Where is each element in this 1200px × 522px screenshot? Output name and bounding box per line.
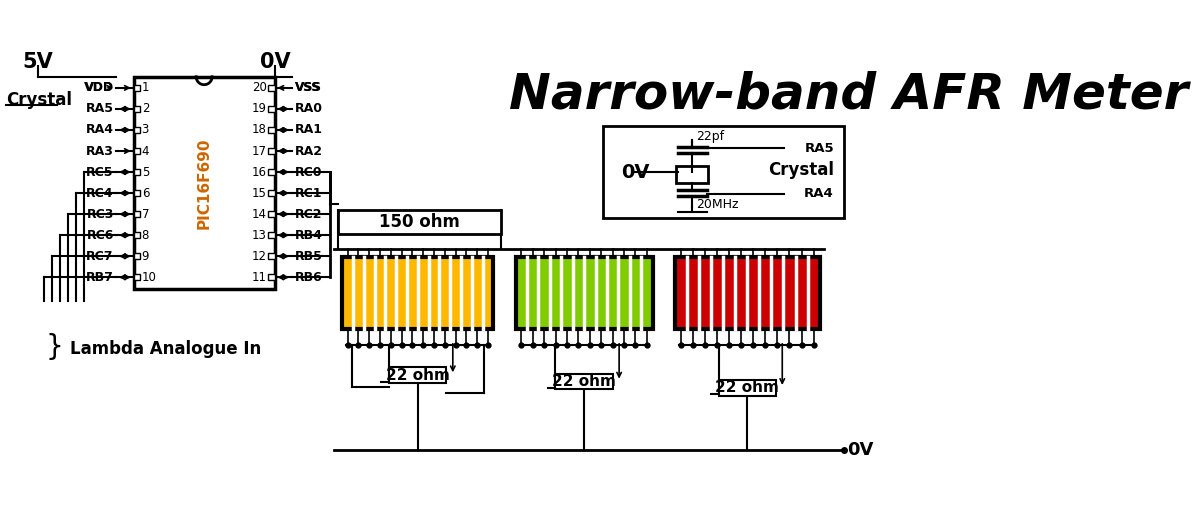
- Text: 11: 11: [252, 271, 266, 284]
- Text: 20MHz: 20MHz: [696, 197, 739, 210]
- Text: 22 ohm: 22 ohm: [552, 374, 616, 389]
- Bar: [133, 190, 140, 196]
- Text: VDD: VDD: [85, 81, 114, 94]
- Bar: [268, 211, 275, 217]
- Text: 0V: 0V: [260, 52, 290, 73]
- Bar: [342, 257, 493, 329]
- Text: RB4: RB4: [294, 229, 323, 242]
- Text: 18: 18: [252, 124, 266, 136]
- Bar: [674, 257, 820, 329]
- Bar: [133, 232, 140, 239]
- Text: 5: 5: [142, 165, 149, 179]
- Bar: [338, 210, 502, 233]
- Bar: [268, 253, 275, 259]
- Text: 22 ohm: 22 ohm: [386, 367, 450, 383]
- Text: RC6: RC6: [86, 229, 114, 242]
- Text: Lambda Analogue In: Lambda Analogue In: [70, 340, 262, 358]
- Text: RA0: RA0: [294, 102, 323, 115]
- Text: 0V: 0V: [620, 163, 649, 182]
- Text: RC0: RC0: [294, 165, 322, 179]
- Text: 12: 12: [252, 250, 266, 263]
- Text: 150 ohm: 150 ohm: [379, 212, 461, 231]
- Text: 0V: 0V: [847, 441, 874, 459]
- Text: RA4: RA4: [804, 187, 834, 200]
- Text: 17: 17: [252, 145, 266, 158]
- Text: RA2: RA2: [294, 145, 323, 158]
- Text: 14: 14: [252, 208, 266, 221]
- Bar: [133, 85, 140, 91]
- Text: VSS: VSS: [294, 81, 322, 94]
- Text: VDD: VDD: [84, 81, 114, 94]
- Bar: [389, 367, 446, 383]
- Text: RB7: RB7: [86, 271, 114, 284]
- Text: 22 ohm: 22 ohm: [715, 381, 779, 395]
- Bar: [719, 380, 776, 396]
- Bar: [133, 211, 140, 217]
- Text: Narrow-band AFR Meter: Narrow-band AFR Meter: [509, 70, 1188, 118]
- Text: 7: 7: [142, 208, 149, 221]
- Text: 8: 8: [142, 229, 149, 242]
- Bar: [268, 190, 275, 196]
- Text: 4: 4: [142, 145, 149, 158]
- Text: RC4: RC4: [86, 186, 114, 199]
- Bar: [268, 85, 275, 91]
- Bar: [268, 127, 275, 133]
- Text: RA1: RA1: [294, 124, 323, 136]
- Text: 16: 16: [252, 165, 266, 179]
- Bar: [133, 253, 140, 259]
- Bar: [133, 127, 140, 133]
- Text: 5V: 5V: [23, 52, 54, 73]
- Bar: [268, 232, 275, 239]
- Bar: [133, 77, 275, 289]
- Text: RB6: RB6: [294, 271, 322, 284]
- Bar: [268, 169, 275, 175]
- Text: RA3: RA3: [86, 145, 114, 158]
- Bar: [268, 148, 275, 154]
- Text: 6: 6: [142, 186, 149, 199]
- Text: RC5: RC5: [86, 165, 114, 179]
- Bar: [133, 148, 140, 154]
- Text: 1: 1: [142, 81, 149, 94]
- Text: 19: 19: [252, 102, 266, 115]
- Bar: [556, 374, 613, 389]
- Bar: [677, 166, 708, 183]
- Text: RC7: RC7: [86, 250, 114, 263]
- Text: 10: 10: [142, 271, 156, 284]
- Text: PIC16F690: PIC16F690: [197, 137, 211, 229]
- Text: 15: 15: [252, 186, 266, 199]
- Text: RA5: RA5: [804, 142, 834, 155]
- Text: 9: 9: [142, 250, 149, 263]
- Text: RA5: RA5: [85, 102, 114, 115]
- Bar: [268, 274, 275, 280]
- Bar: [133, 274, 140, 280]
- Text: RC3: RC3: [86, 208, 114, 221]
- Bar: [516, 257, 653, 329]
- Bar: [133, 106, 140, 112]
- Text: RC1: RC1: [294, 186, 322, 199]
- Text: Crystal: Crystal: [768, 161, 834, 179]
- Text: VSS: VSS: [294, 81, 320, 94]
- Text: 20: 20: [252, 81, 266, 94]
- Text: 3: 3: [142, 124, 149, 136]
- Bar: [133, 169, 140, 175]
- Text: RC2: RC2: [294, 208, 322, 221]
- Text: RB5: RB5: [294, 250, 323, 263]
- Text: 2: 2: [142, 102, 149, 115]
- Bar: [604, 126, 844, 218]
- Text: 13: 13: [252, 229, 266, 242]
- Bar: [268, 106, 275, 112]
- Text: RA4: RA4: [85, 124, 114, 136]
- Text: }: }: [46, 334, 62, 361]
- Text: 22pf: 22pf: [696, 130, 725, 143]
- Text: Crystal: Crystal: [6, 91, 72, 109]
